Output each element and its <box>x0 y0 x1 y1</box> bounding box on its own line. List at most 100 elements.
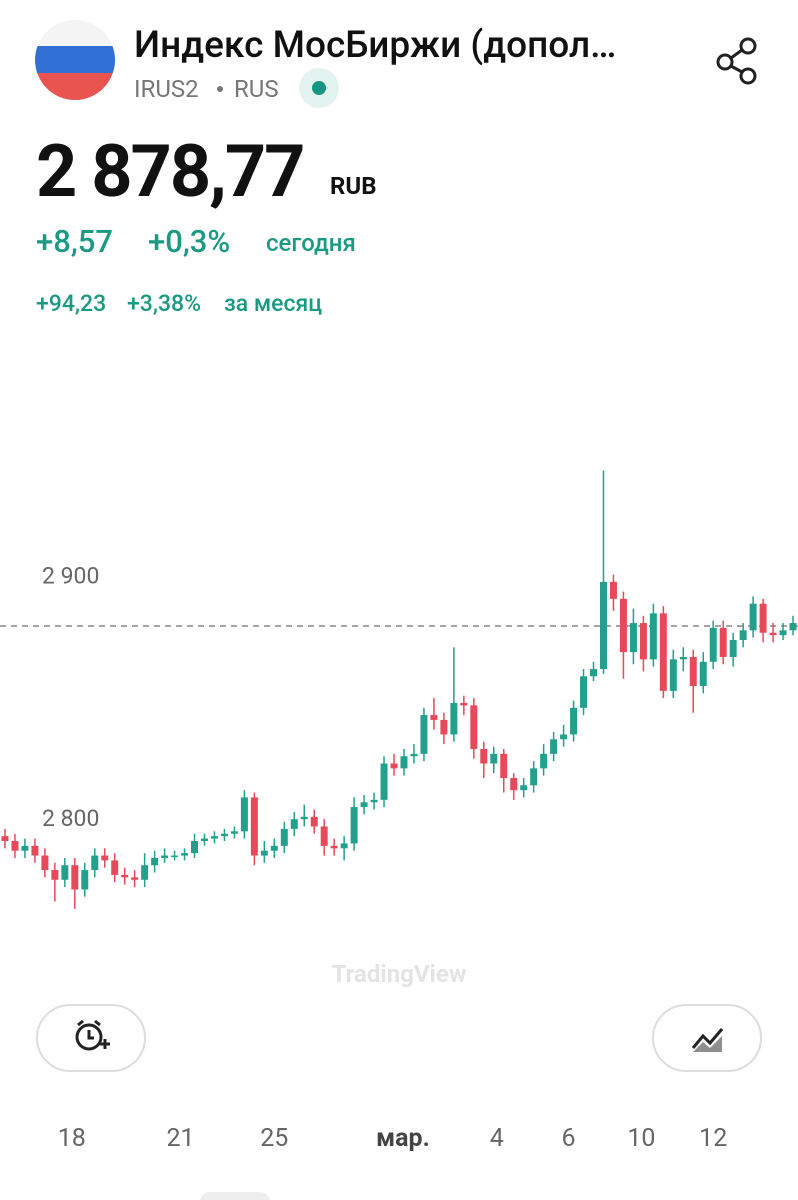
candle-body <box>570 707 578 735</box>
month-label: за месяц <box>224 290 322 317</box>
candle-body <box>131 877 139 880</box>
y-tick-label: 2 800 <box>42 805 99 832</box>
candle-body <box>200 838 208 842</box>
candle-body <box>51 870 59 880</box>
candle-body <box>470 705 478 749</box>
candle-body <box>510 778 518 791</box>
candle-body <box>609 581 617 599</box>
price: 2 878,77 <box>36 129 303 214</box>
candle-body <box>410 753 418 757</box>
candle-body <box>739 630 747 640</box>
candle-body <box>749 603 757 631</box>
candle-body <box>1 836 9 842</box>
x-tick-label: 4 <box>490 1124 504 1153</box>
candle-body <box>360 802 368 808</box>
candle-body <box>530 768 538 786</box>
candle-body <box>101 855 109 861</box>
candle-body <box>340 843 348 849</box>
exchange: RUS <box>234 75 279 103</box>
chart-type-button[interactable] <box>652 1004 762 1072</box>
watermark: TradingView <box>332 960 467 988</box>
candle-body <box>270 845 278 851</box>
candle-body <box>659 613 667 691</box>
candle-body <box>41 855 49 871</box>
candle-body <box>679 656 687 660</box>
candle-body <box>31 845 39 856</box>
x-tick-label: 12 <box>699 1124 727 1153</box>
candle-body <box>729 640 737 657</box>
x-tick-label: 18 <box>58 1124 86 1153</box>
candle-body <box>220 833 228 837</box>
candle-body <box>480 748 488 764</box>
status-dot <box>312 81 326 95</box>
candle-body <box>81 870 89 890</box>
chart: 2 900 2 800 18 21 25 мар. 4 6 10 12 <box>0 470 798 1153</box>
candle-body <box>280 828 288 846</box>
candle-body <box>310 816 318 827</box>
title: Индекс МосБиржи (допол… <box>134 24 616 67</box>
candle-body <box>500 753 508 779</box>
candle-body <box>550 739 558 754</box>
candle-body <box>420 715 428 754</box>
candle-body <box>639 623 647 660</box>
y-tick-label: 2 900 <box>42 563 99 590</box>
candle-body <box>580 676 588 708</box>
change-today-pct: +0,3% <box>148 223 230 260</box>
candle-body <box>250 797 258 856</box>
candle-body <box>629 623 637 653</box>
candle-body <box>689 656 697 687</box>
change-month-pct: +3,38% <box>127 290 201 317</box>
candle-body <box>330 845 338 849</box>
candle-body <box>400 756 408 769</box>
candle-body <box>719 627 727 657</box>
candle-body <box>91 855 99 871</box>
candle-body <box>61 865 69 880</box>
candle-body <box>210 836 218 839</box>
today-label: сегодня <box>266 229 356 257</box>
candle-body <box>191 841 199 854</box>
candle-body <box>151 857 159 866</box>
candle-body <box>171 855 179 858</box>
share-button[interactable] <box>716 37 757 85</box>
candle-body <box>560 734 568 740</box>
candle-body <box>161 855 169 858</box>
candle-body <box>789 623 797 631</box>
candle-body <box>320 826 328 846</box>
candle-body <box>520 785 528 791</box>
x-tick-label: 10 <box>627 1124 655 1153</box>
candle-body <box>111 860 119 875</box>
candle-body <box>769 632 777 636</box>
candle-body <box>240 797 248 832</box>
ticker: IRUS2 <box>134 75 199 103</box>
candle-body <box>390 763 398 769</box>
candle-body <box>350 807 358 844</box>
change-month: +94,23 <box>36 290 106 317</box>
candle-body <box>11 841 19 851</box>
candle-body <box>71 865 79 890</box>
candle-body <box>380 763 388 800</box>
candle-body <box>430 715 438 720</box>
bottom-handle <box>200 1192 270 1200</box>
candle-body <box>370 799 378 803</box>
separator <box>217 86 223 92</box>
candle-body <box>230 831 238 834</box>
change-today: +8,57 <box>36 223 113 260</box>
candle-body <box>619 598 627 653</box>
candle-body <box>669 659 677 691</box>
candle-body <box>21 845 29 851</box>
alert-button[interactable] <box>36 1004 146 1072</box>
currency: RUB <box>330 172 377 200</box>
candle-body <box>460 702 468 706</box>
candle-body <box>779 630 787 636</box>
candle-body <box>649 613 657 660</box>
candle-body <box>141 865 149 880</box>
candle-body <box>450 702 458 735</box>
candle-body <box>699 661 707 687</box>
x-tick-label: мар. <box>376 1124 430 1153</box>
x-tick-label: 6 <box>562 1124 576 1153</box>
candle-body <box>181 853 189 856</box>
flag <box>35 20 115 100</box>
candle-body <box>759 603 767 633</box>
